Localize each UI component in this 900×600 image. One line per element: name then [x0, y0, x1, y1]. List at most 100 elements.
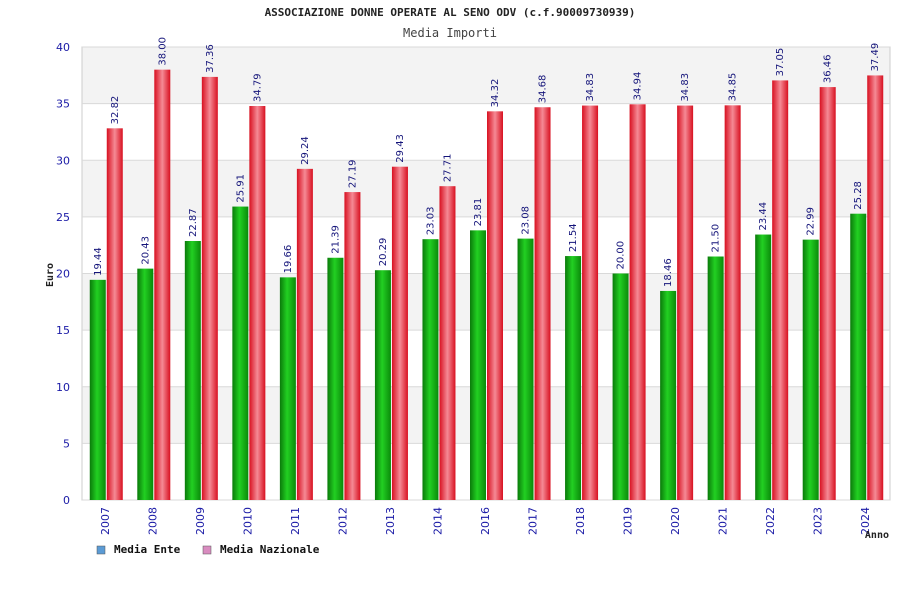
y-tick-label: 20 [56, 268, 70, 281]
value-label: 20.29 [378, 238, 389, 267]
bar [391, 166, 408, 500]
y-tick-label: 40 [56, 41, 70, 54]
x-tick-label: 2016 [479, 507, 492, 535]
bar [802, 239, 819, 500]
chart-subtitle: Media Importi [403, 26, 497, 40]
value-label: 27.71 [442, 154, 453, 183]
value-label: 34.85 [728, 73, 739, 102]
value-label: 20.00 [616, 241, 627, 270]
bar [534, 107, 551, 501]
y-tick-label: 10 [56, 381, 70, 394]
bar [106, 128, 123, 500]
bar [677, 105, 694, 501]
x-tick-label: 2010 [241, 507, 254, 535]
value-label: 34.68 [538, 75, 549, 104]
y-tick-label: 25 [56, 211, 70, 224]
value-label: 23.03 [425, 207, 436, 236]
value-label: 19.44 [93, 247, 104, 276]
bar [184, 240, 201, 500]
legend-swatch [96, 545, 106, 555]
value-label: 29.24 [300, 136, 311, 165]
bar [249, 106, 266, 501]
value-label: 25.28 [853, 181, 864, 210]
x-tick-label: 2017 [527, 507, 540, 535]
bar [755, 234, 772, 501]
x-tick-label: 2007 [99, 507, 112, 535]
bar [327, 257, 344, 500]
bar [374, 270, 391, 500]
x-tick-label: 2019 [622, 507, 635, 535]
value-label: 34.83 [680, 73, 691, 102]
value-label: 18.46 [663, 258, 674, 287]
value-label: 37.36 [205, 44, 216, 73]
bar [819, 87, 836, 500]
value-label: 21.39 [330, 225, 341, 254]
x-tick-label: 2013 [384, 507, 397, 535]
bar [629, 104, 646, 500]
legend-swatch [202, 545, 212, 555]
value-labels: 19.44 32.82 20.43 38.00 22.87 37.36 25.91 34.79… [93, 37, 881, 287]
x-tick-label: 2023 [812, 507, 825, 535]
bar [422, 239, 439, 501]
x-tick-label: 2020 [669, 507, 682, 535]
x-tick-label: 2011 [289, 507, 302, 535]
chart-title: ASSOCIAZIONE DONNE OPERATE AL SENO ODV (… [265, 6, 636, 19]
value-label: 37.05 [775, 48, 786, 77]
value-label: 34.94 [633, 72, 644, 101]
bar [344, 192, 361, 501]
x-tick-label: 2018 [574, 507, 587, 535]
x-tick-label: 2022 [764, 507, 777, 535]
y-axis-label: Euro [45, 263, 56, 287]
bar [772, 80, 789, 500]
value-label: 19.66 [283, 245, 294, 274]
x-axis-ticks: 2007 2008 2009 2010 2011 2012 2013 2014 2016 2017… [99, 507, 872, 535]
bar [296, 168, 313, 500]
value-label: 36.46 [823, 54, 834, 83]
value-label: 29.43 [395, 134, 406, 163]
value-label: 34.79 [252, 73, 263, 102]
bar [582, 105, 599, 501]
value-label: 23.81 [473, 198, 484, 227]
value-label: 22.87 [188, 208, 199, 237]
legend: Media Ente Media Nazionale [96, 543, 320, 556]
y-tick-label: 0 [63, 494, 70, 507]
value-label: 23.44 [758, 202, 769, 231]
y-tick-label: 15 [56, 324, 70, 337]
x-tick-label: 2024 [859, 507, 872, 535]
x-axis-label: Anno [865, 530, 889, 541]
bar [439, 186, 456, 500]
bar [660, 290, 677, 500]
value-label: 23.08 [521, 206, 532, 235]
value-label: 34.32 [490, 79, 501, 108]
bar [612, 273, 629, 500]
x-tick-label: 2008 [146, 507, 159, 535]
value-label: 34.83 [585, 73, 596, 102]
bar [517, 238, 534, 500]
bar [154, 69, 171, 501]
y-axis-ticks: 0 5 10 15 20 25 30 35 40 [56, 41, 70, 507]
x-tick-label: 2014 [431, 507, 444, 535]
bar [279, 277, 296, 500]
x-tick-label: 2021 [717, 507, 730, 535]
y-tick-label: 35 [56, 98, 70, 111]
bar [201, 76, 218, 500]
y-tick-label: 5 [63, 437, 70, 450]
value-label: 38.00 [157, 37, 168, 66]
bar [487, 111, 503, 501]
bar [232, 206, 249, 500]
bar [850, 213, 867, 501]
bar [137, 268, 154, 500]
value-label: 20.43 [140, 236, 151, 265]
value-label: 32.82 [110, 96, 121, 125]
bar [565, 256, 582, 500]
value-label: 21.54 [568, 223, 579, 252]
bars [89, 69, 884, 501]
bar [867, 75, 884, 500]
bar [707, 256, 724, 500]
value-label: 25.91 [235, 174, 246, 203]
bar [470, 230, 486, 500]
x-tick-label: 2009 [194, 507, 207, 535]
value-label: 21.50 [711, 224, 722, 253]
value-label: 37.49 [870, 43, 881, 72]
